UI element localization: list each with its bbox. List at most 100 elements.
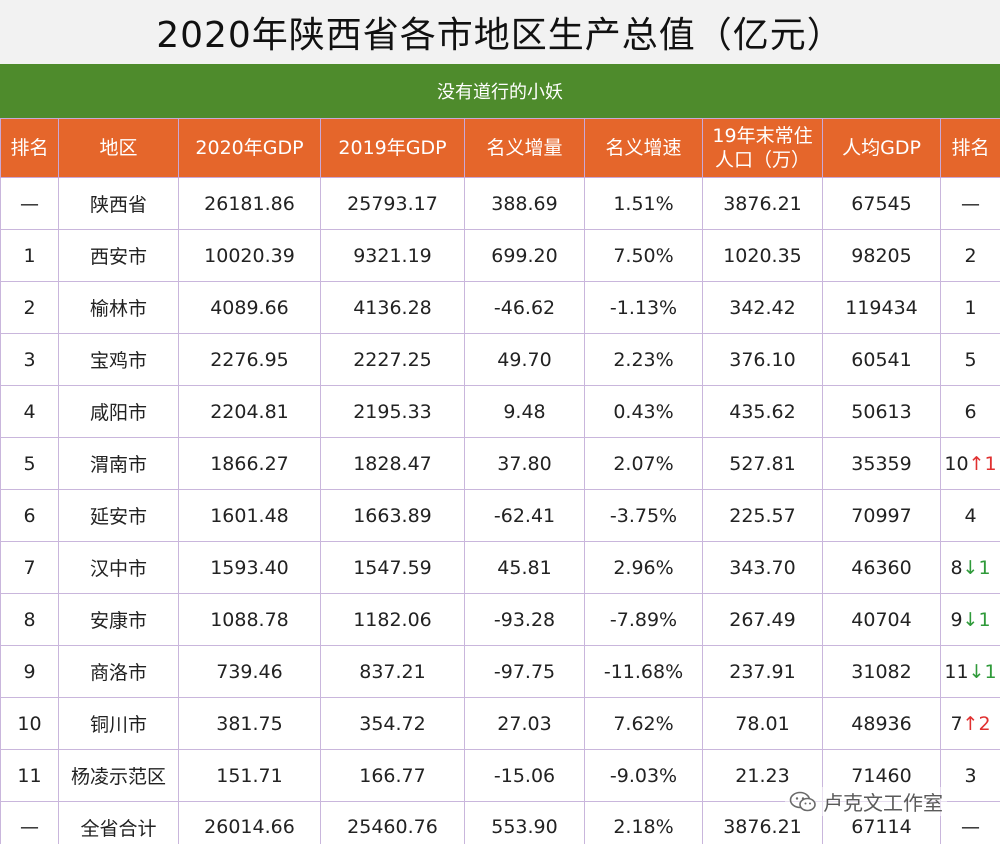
cell-growth: 2.23% (584, 333, 703, 386)
cell-growth: 0.43% (584, 385, 703, 438)
table-row: 5 渭南市 1866.27 1828.47 37.80 2.07% 527.81 35359 1… (0, 437, 1000, 490)
pc-rank-value: 5 (964, 348, 977, 371)
wechat-icon (789, 791, 816, 811)
cell-rank: — (0, 177, 59, 230)
cell-rank: 11 (0, 749, 59, 802)
cell-gdp2019: 4136.28 (320, 281, 465, 334)
header-region: 地区 (58, 118, 179, 178)
pc-rank-value: 1 (964, 296, 977, 319)
cell-rank: 3 (0, 333, 59, 386)
cell-region: 榆林市 (58, 281, 179, 334)
cell-population: 3876.21 (702, 177, 823, 230)
cell-per-capita: 67545 (822, 177, 941, 230)
cell-increase: -46.62 (464, 281, 585, 334)
cell-gdp2020: 4089.66 (178, 281, 321, 334)
cell-population: 343.70 (702, 541, 823, 594)
subtitle-bar: 没有道行的小妖 (0, 64, 1000, 118)
cell-gdp2020: 2276.95 (178, 333, 321, 386)
cell-increase: 9.48 (464, 385, 585, 438)
header-population: 19年末常住人口（万） (702, 118, 823, 178)
cell-increase: 27.03 (464, 697, 585, 750)
cell-increase: -93.28 (464, 593, 585, 646)
pc-rank-value: 6 (964, 400, 977, 423)
cell-per-capita: 48936 (822, 697, 941, 750)
cell-growth: -1.13% (584, 281, 703, 334)
cell-pc-rank: 10↑1 (940, 437, 1000, 490)
cell-pc-rank: 8↓1 (940, 541, 1000, 594)
pc-rank-value: 11 (944, 660, 969, 683)
cell-pc-rank: — (940, 801, 1000, 844)
table-row: 10 铜川市 381.75 354.72 27.03 7.62% 78.01 48936 7↑2 (0, 697, 1000, 750)
cell-gdp2019: 1828.47 (320, 437, 465, 490)
header-rank: 排名 (0, 118, 59, 178)
cell-gdp2020: 1601.48 (178, 489, 321, 542)
cell-rank: 1 (0, 229, 59, 282)
cell-gdp2020: 739.46 (178, 645, 321, 698)
header-row: 排名 地区 2020年GDP 2019年GDP 名义增量 名义增速 19年末常住… (0, 118, 1000, 178)
cell-increase: 388.69 (464, 177, 585, 230)
header-pc-rank: 排名 (940, 118, 1000, 178)
cell-region: 陕西省 (58, 177, 179, 230)
pc-rank-value: — (961, 816, 980, 838)
watermark: 卢克文工作室 (785, 787, 947, 816)
pc-rank-value: 3 (964, 764, 977, 787)
cell-gdp2019: 9321.19 (320, 229, 465, 282)
cell-pc-rank: 9↓1 (940, 593, 1000, 646)
table-row: 2 榆林市 4089.66 4136.28 -46.62 -1.13% 342.42 1194… (0, 281, 1000, 334)
cell-per-capita: 40704 (822, 593, 941, 646)
cell-population: 1020.35 (702, 229, 823, 282)
rank-change-up: ↑2 (962, 712, 991, 735)
cell-region: 汉中市 (58, 541, 179, 594)
cell-region: 咸阳市 (58, 385, 179, 438)
cell-rank: 8 (0, 593, 59, 646)
cell-per-capita: 35359 (822, 437, 941, 490)
table-row: 9 商洛市 739.46 837.21 -97.75 -11.68% 237.91 31082… (0, 645, 1000, 698)
cell-population: 78.01 (702, 697, 823, 750)
cell-gdp2019: 1182.06 (320, 593, 465, 646)
cell-pc-rank: 4 (940, 489, 1000, 542)
cell-region: 西安市 (58, 229, 179, 282)
cell-per-capita: 31082 (822, 645, 941, 698)
cell-rank: 9 (0, 645, 59, 698)
cell-rank: — (0, 801, 59, 844)
cell-per-capita: 50613 (822, 385, 941, 438)
cell-region: 延安市 (58, 489, 179, 542)
table-row: 8 安康市 1088.78 1182.06 -93.28 -7.89% 267.49 4070… (0, 593, 1000, 646)
cell-gdp2020: 10020.39 (178, 229, 321, 282)
cell-gdp2019: 166.77 (320, 749, 465, 802)
cell-population: 435.62 (702, 385, 823, 438)
cell-gdp2020: 1593.40 (178, 541, 321, 594)
cell-increase: 45.81 (464, 541, 585, 594)
cell-pc-rank: 6 (940, 385, 1000, 438)
pc-rank-value: 8 (950, 556, 963, 579)
cell-rank: 6 (0, 489, 59, 542)
cell-increase: -15.06 (464, 749, 585, 802)
cell-gdp2019: 25460.76 (320, 801, 465, 844)
cell-gdp2020: 1866.27 (178, 437, 321, 490)
table-row: — 陕西省 26181.86 25793.17 388.69 1.51% 3876.21 67… (0, 177, 1000, 230)
pc-rank-value: 9 (950, 608, 963, 631)
cell-gdp2019: 1547.59 (320, 541, 465, 594)
cell-increase: 699.20 (464, 229, 585, 282)
rank-change-down: ↓1 (962, 608, 991, 631)
cell-region: 全省合计 (58, 801, 179, 844)
cell-population: 225.57 (702, 489, 823, 542)
cell-pc-rank: 2 (940, 229, 1000, 282)
cell-population: 527.81 (702, 437, 823, 490)
cell-growth: -9.03% (584, 749, 703, 802)
page-title: 2020年陕西省各市地区生产总值（亿元） (0, 0, 1000, 65)
cell-growth: -3.75% (584, 489, 703, 542)
cell-growth: -7.89% (584, 593, 703, 646)
cell-gdp2019: 2227.25 (320, 333, 465, 386)
cell-increase: 37.80 (464, 437, 585, 490)
cell-growth: 7.50% (584, 229, 703, 282)
cell-pc-rank: 5 (940, 333, 1000, 386)
table-body: — 陕西省 26181.86 25793.17 388.69 1.51% 3876.21 67… (0, 177, 1000, 844)
rank-change-down: ↓1 (962, 556, 991, 579)
cell-population: 267.49 (702, 593, 823, 646)
cell-rank: 4 (0, 385, 59, 438)
watermark-text: 卢克文工作室 (823, 791, 943, 815)
header-per-capita: 人均GDP (822, 118, 941, 178)
cell-pc-rank: 1 (940, 281, 1000, 334)
cell-rank: 2 (0, 281, 59, 334)
